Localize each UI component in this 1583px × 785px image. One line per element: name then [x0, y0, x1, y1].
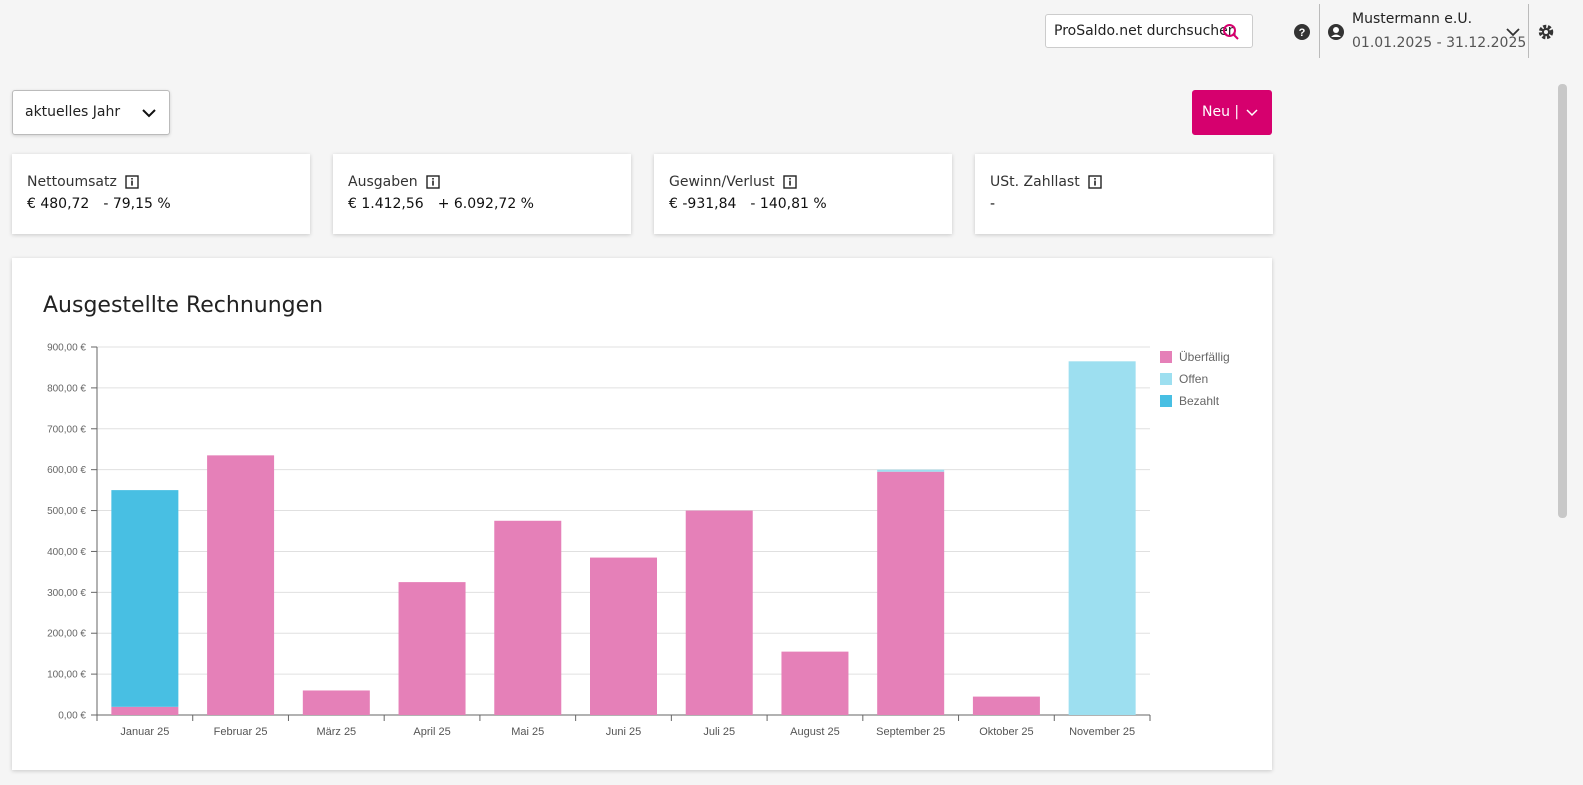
bar-segment [877, 469, 945, 472]
separator [1528, 4, 1529, 58]
new-button-arrow [1246, 109, 1258, 117]
new-button-label: Neu | [1202, 104, 1240, 120]
kpi-value-row: € -931,84 - 140,81 % [669, 196, 937, 212]
help-icon[interactable]: ? [1293, 23, 1311, 41]
y-tick-label: 200,00 € [47, 629, 86, 640]
kpi-value: € -931,84 [669, 196, 737, 212]
y-tick-label: 500,00 € [47, 506, 86, 517]
kpi-card: Ausgaben € 1.412,56 + 6.092,72 % [333, 154, 631, 234]
x-tick-label: November 25 [1069, 726, 1135, 738]
search-box[interactable]: ProSaldo.net durchsuchen [1045, 14, 1253, 48]
user-icon[interactable] [1327, 23, 1345, 41]
kpi-label: Ausgaben [348, 174, 418, 190]
bar-segment [207, 455, 275, 715]
x-tick-label: September 25 [876, 726, 945, 738]
y-tick-label: 800,00 € [47, 383, 86, 394]
y-tick-label: 900,00 € [47, 343, 86, 354]
search-placeholder: ProSaldo.net durchsuchen [1054, 23, 1237, 39]
legend-swatch [1160, 395, 1172, 407]
legend-label: Offen [1179, 372, 1208, 386]
info-icon[interactable] [425, 175, 440, 189]
kpi-value: € 480,72 [27, 196, 90, 212]
kpi-change: - 79,15 % [103, 196, 171, 212]
period-select-label: aktuelles Jahr [25, 104, 121, 120]
bar-segment [302, 690, 370, 715]
kpi-card: Nettoumsatz € 480,72 - 79,15 % [12, 154, 310, 234]
kpi-label: Gewinn/Verlust [669, 174, 775, 190]
kpi-label: USt. Zahllast [990, 174, 1080, 190]
search-icon [1223, 24, 1239, 40]
bar-segment [1068, 361, 1136, 715]
kpi-change: + 6.092,72 % [437, 196, 534, 212]
separator [1319, 4, 1320, 58]
x-tick-label: August 25 [790, 726, 840, 738]
kpi-label-row: USt. Zahllast [990, 174, 1258, 190]
user-period: 01.01.2025 - 31.12.2025 [1352, 35, 1527, 51]
x-tick-label: Juli 25 [703, 726, 735, 738]
kpi-label: Nettoumsatz [27, 174, 117, 190]
legend-label: Bezahlt [1179, 394, 1220, 408]
x-tick-label: März 25 [316, 726, 356, 738]
y-tick-label: 400,00 € [47, 547, 86, 558]
select-arrow [142, 109, 156, 118]
kpi-change: - 140,81 % [750, 196, 827, 212]
svg-text:?: ? [1299, 27, 1306, 39]
y-tick-label: 700,00 € [47, 424, 86, 435]
y-tick-label: 300,00 € [47, 588, 86, 599]
bar-segment [781, 651, 849, 715]
bar-segment [111, 490, 179, 707]
kpi-label-row: Ausgaben [348, 174, 616, 190]
user-dropdown[interactable] [1505, 26, 1521, 38]
info-icon[interactable] [782, 175, 797, 189]
bar-segment [494, 520, 562, 715]
bar-segment [111, 706, 179, 715]
info-icon[interactable] [1088, 175, 1102, 189]
chart-title: Ausgestellte Rechnungen [43, 293, 324, 318]
kpi-value: - [990, 196, 996, 212]
x-tick-label: Oktober 25 [979, 726, 1033, 738]
bar-segment [685, 510, 753, 715]
settings-icon[interactable] [1537, 23, 1555, 41]
period-select[interactable]: aktuelles Jahr [12, 90, 170, 135]
kpi-label-row: Gewinn/Verlust [669, 174, 937, 190]
scrollbar[interactable] [1558, 84, 1567, 518]
legend-swatch [1160, 351, 1172, 363]
x-tick-label: Februar 25 [214, 726, 268, 738]
new-button[interactable]: Neu | [1192, 90, 1272, 135]
y-tick-label: 0,00 € [58, 711, 86, 722]
legend-swatch [1160, 373, 1172, 385]
bar-segment [877, 471, 945, 715]
kpi-value-row: € 480,72 - 79,15 % [27, 196, 295, 212]
kpi-card: Gewinn/Verlust € -931,84 - 140,81 % [654, 154, 952, 234]
kpi-value-row: - [990, 196, 1258, 212]
kpi-card: USt. Zahllast - [975, 154, 1273, 234]
x-tick-label: Januar 25 [120, 726, 169, 738]
kpi-value-row: € 1.412,56 + 6.092,72 % [348, 196, 616, 212]
info-icon[interactable] [125, 175, 139, 189]
y-tick-label: 100,00 € [47, 670, 86, 681]
kpi-value: € 1.412,56 [348, 196, 424, 212]
legend-label: Überfällig [1179, 350, 1230, 364]
kpi-label-row: Nettoumsatz [27, 174, 295, 190]
user-name: Mustermann e.U. [1352, 11, 1473, 27]
y-tick-label: 600,00 € [47, 465, 86, 476]
bar-segment [972, 696, 1040, 715]
x-tick-label: Juni 25 [606, 726, 641, 738]
bar-segment [590, 557, 657, 715]
x-tick-label: Mai 25 [511, 726, 544, 738]
x-tick-label: April 25 [413, 726, 450, 738]
bar-segment [398, 582, 466, 715]
